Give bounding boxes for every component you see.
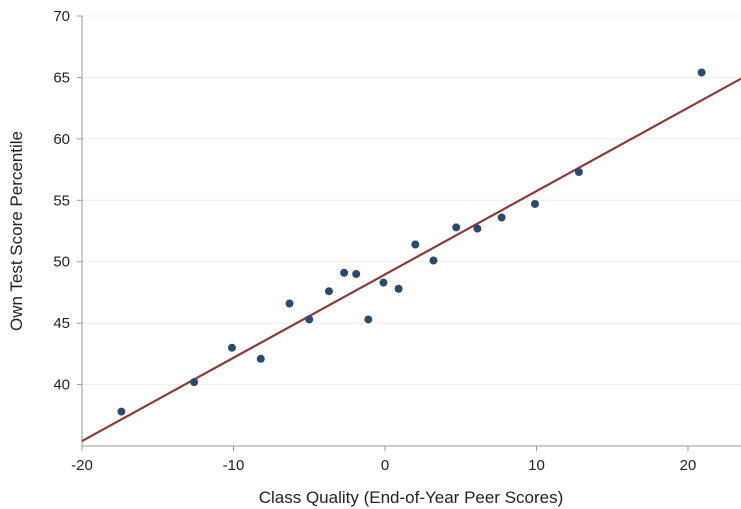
data-point <box>305 315 314 324</box>
data-point <box>256 354 265 363</box>
y-tick-label: 40 <box>53 377 70 394</box>
x-ticks: -20 -10 0 10 20 <box>71 446 696 474</box>
x-tick-label: -20 <box>71 457 93 474</box>
data-point <box>574 168 583 177</box>
data-point <box>117 407 126 416</box>
y-tick-label: 65 <box>53 69 70 86</box>
y-tick-label: 55 <box>53 192 70 209</box>
data-point <box>473 224 482 233</box>
y-axis-title: Own Test Score Percentile <box>7 131 26 331</box>
fit-line <box>81 77 741 443</box>
data-point <box>530 199 539 208</box>
data-point <box>429 256 438 265</box>
data-point <box>364 315 373 324</box>
grid-lines <box>82 15 741 386</box>
x-tick-label: 20 <box>680 457 697 474</box>
data-point <box>285 299 294 308</box>
y-ticks: 40 45 50 55 60 65 70 <box>53 8 82 394</box>
data-point <box>697 68 706 77</box>
fit-line-group <box>81 77 741 443</box>
data-point <box>227 343 236 352</box>
data-point <box>324 287 333 296</box>
x-tick-label: 10 <box>528 457 545 474</box>
x-axis-title: Class Quality (End-of-Year Peer Scores) <box>259 488 564 507</box>
axes <box>81 16 741 447</box>
data-point <box>379 278 388 287</box>
data-point <box>497 213 506 222</box>
y-tick-label: 45 <box>53 315 70 332</box>
x-tick-label: 0 <box>381 457 389 474</box>
data-point <box>352 270 361 278</box>
data-point <box>394 284 403 293</box>
y-tick-label: 50 <box>53 254 70 271</box>
data-point <box>411 240 420 249</box>
y-tick-label: 70 <box>53 8 70 25</box>
data-points <box>117 68 706 416</box>
x-tick-label: -10 <box>223 457 245 474</box>
data-point <box>452 223 461 232</box>
data-point <box>190 378 199 387</box>
data-point <box>340 268 349 277</box>
y-tick-label: 60 <box>53 131 70 148</box>
